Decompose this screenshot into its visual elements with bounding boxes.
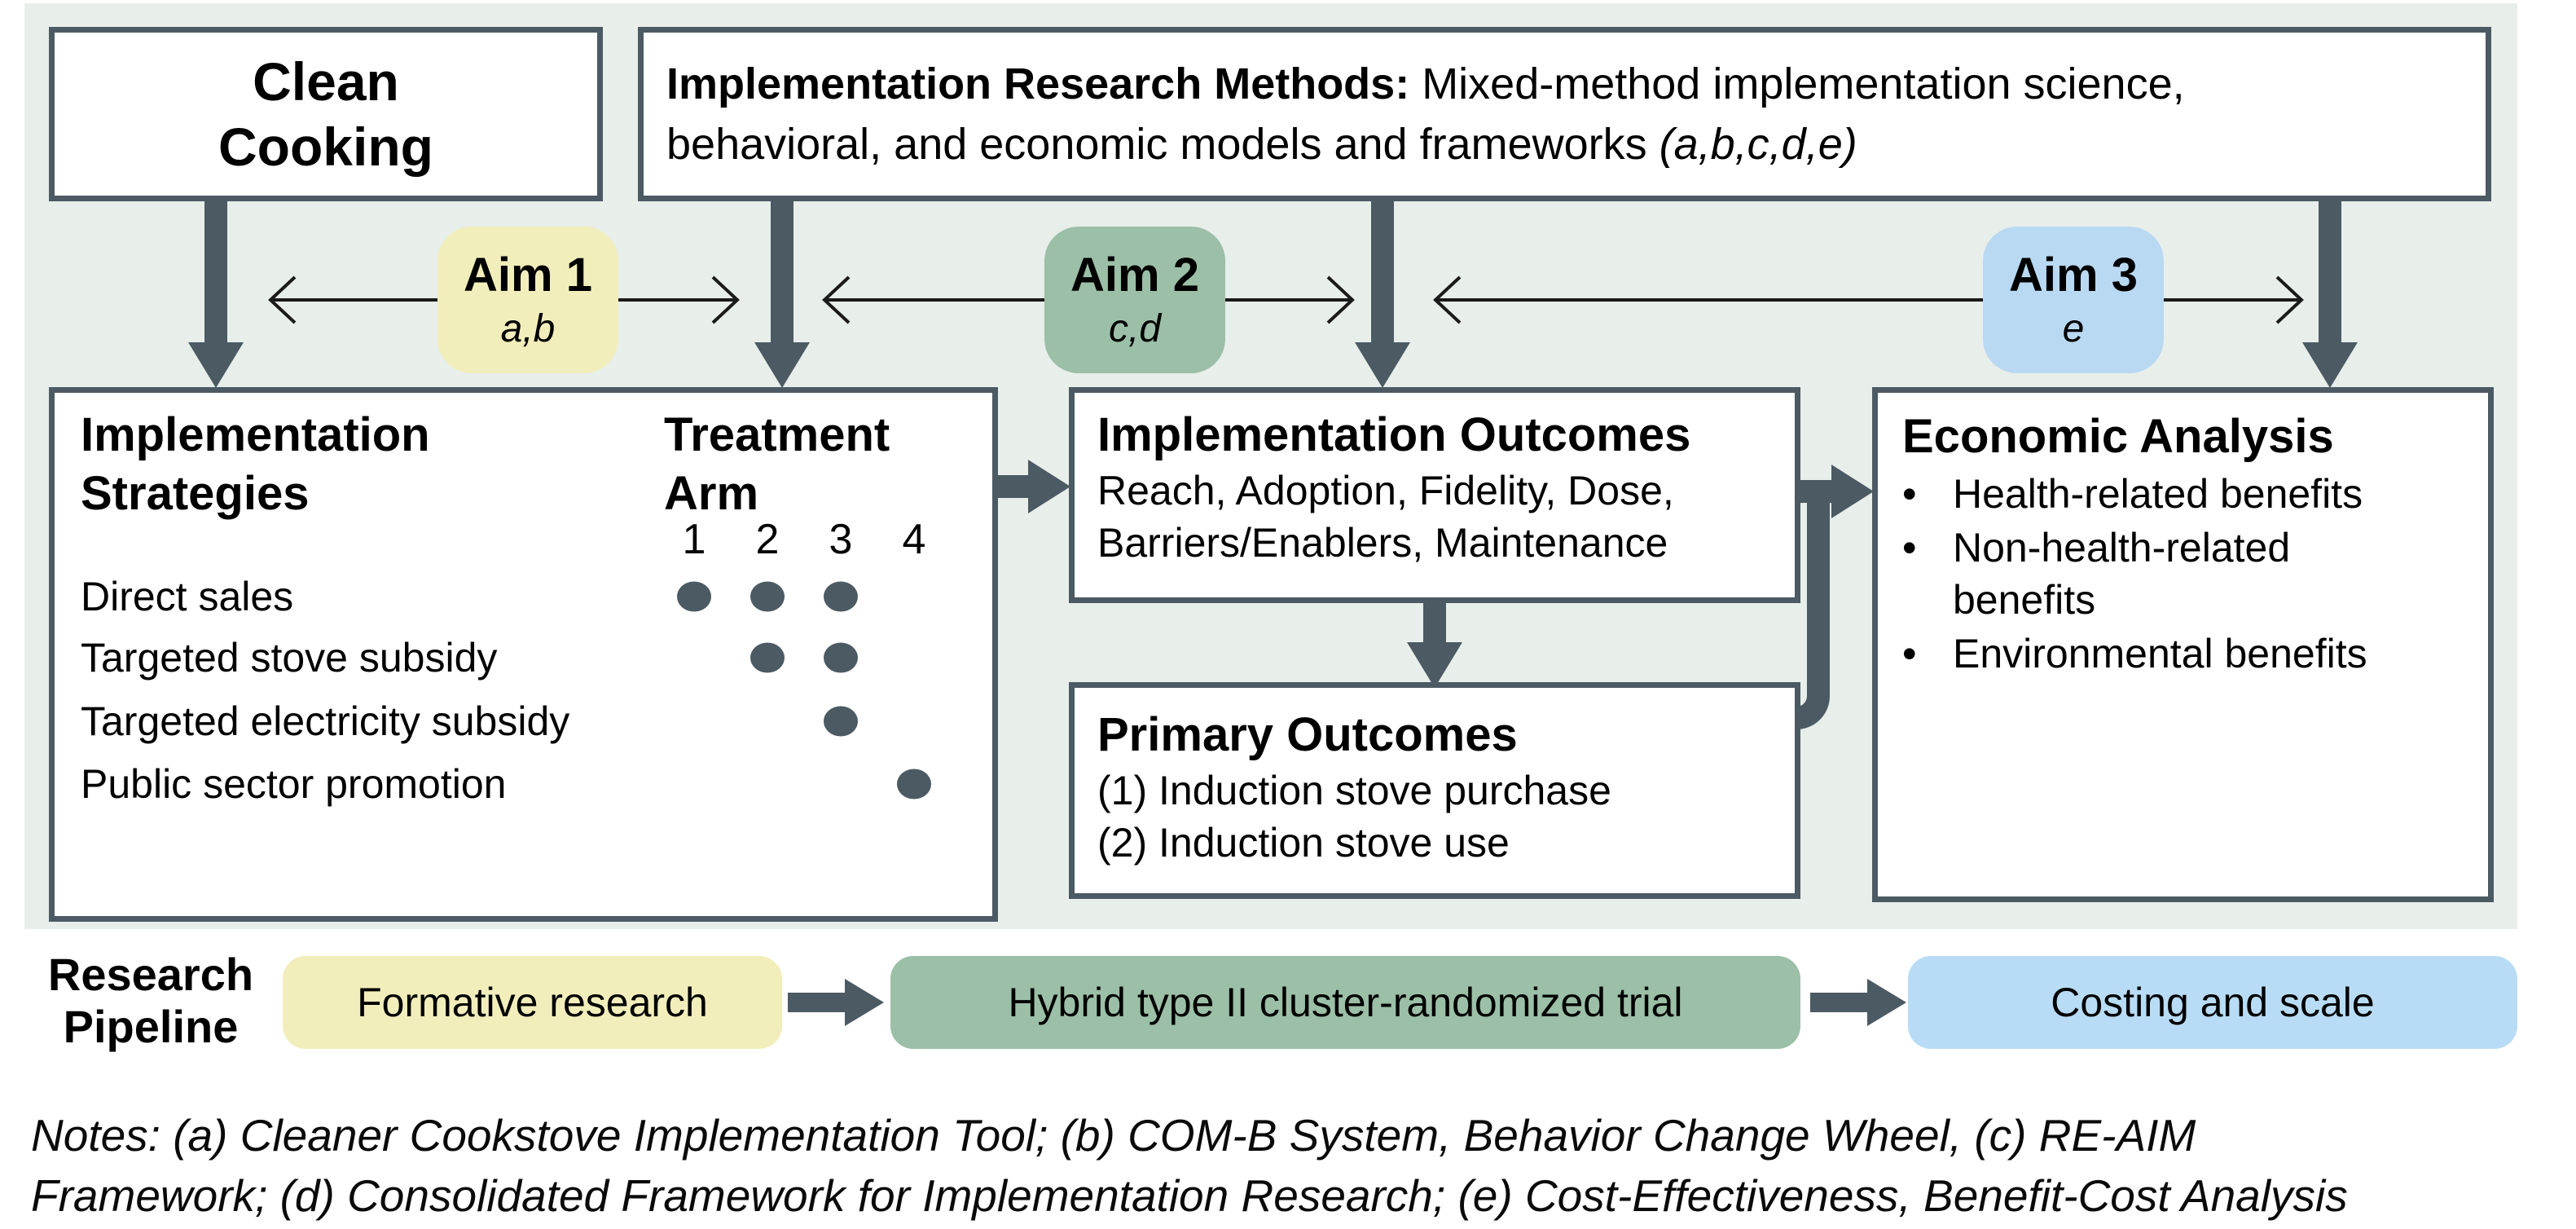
pipeline-stage-label: Hybrid type II cluster-randomized trial	[1008, 980, 1683, 1025]
research-pipeline-label-line2: Pipeline	[63, 1001, 239, 1052]
research-pipeline-label-line1: Research	[47, 949, 254, 1000]
arrow-methods-to-treatmentarm-head	[754, 342, 810, 388]
strategy-row: Direct sales	[55, 564, 992, 629]
aim1-frameworks: a,b	[500, 307, 556, 350]
arrow-methods-to-economic-head	[2302, 342, 2358, 388]
arm-header-4: 4	[902, 516, 926, 563]
treatment-arm-dot	[824, 706, 858, 737]
treatment-arm-dot	[824, 581, 858, 612]
aim1-left-arrowhead-icon	[268, 275, 297, 324]
strategy-label: Public sector promotion	[81, 761, 507, 807]
strategy-row: Targeted stove subsidy	[55, 625, 992, 690]
treatment-arm-dot	[897, 769, 931, 800]
methods-line2-frameworks: (a,b,c,d,e)	[1659, 120, 1857, 169]
aim1-label: Aim 1	[464, 249, 592, 302]
implementation-outcomes-title: Implementation Outcomes	[1097, 408, 1691, 461]
treatment-arm-dot	[824, 642, 858, 673]
strategy-label: Direct sales	[81, 574, 294, 619]
pipeline-stage-label: Costing and scale	[2051, 980, 2375, 1025]
economic-bullet-item: Environmental benefits	[1902, 628, 2488, 680]
notes-line2: Framework; (d) Consolidated Framework fo…	[31, 1170, 2348, 1221]
clean-cooking-title-line1: Clean	[253, 51, 399, 112]
arrow-methods-to-treatmentarm-shaft	[771, 201, 793, 344]
arrow-cleancooking-to-strategies-shaft	[204, 201, 227, 344]
strategies-title-line1: Implementation	[81, 408, 430, 461]
economic-bullet-text: Non-health-related benefits	[1953, 525, 2291, 623]
aim3-frameworks: e	[2062, 307, 2085, 350]
pipeline-arrow1-head	[845, 979, 884, 1026]
pipeline-arrow1-shaft	[788, 993, 848, 1012]
implementation-outcomes-box: Implementation Outcomes Reach, Adoption,…	[1069, 387, 1800, 603]
arrow-methods-to-outcomes-shaft	[1371, 201, 1394, 344]
economic-bullet-item: Non-health-related benefits	[1902, 522, 2488, 626]
aim2-right-arrowhead-icon	[1326, 275, 1355, 324]
pipeline-stage-hybrid-trial: Hybrid type II cluster-randomized trial	[890, 956, 1800, 1049]
treatment-arm-dot	[750, 642, 785, 673]
pipeline-stage-label: Formative research	[357, 980, 708, 1025]
pipeline-arrow2-head	[1867, 979, 1906, 1026]
primary-to-economic-elbow-connector	[1796, 491, 1830, 729]
primary-outcomes-title: Primary Outcomes	[1097, 708, 1518, 761]
research-pipeline-label: Research Pipeline	[24, 949, 277, 1053]
implementation-outcomes-line2: Barriers/Enablers, Maintenance	[1097, 520, 1668, 566]
treatment-arm-dot	[677, 581, 711, 612]
implementation-strategies-box: Implementation Strategies Treatment Arm …	[49, 387, 998, 922]
economic-bullet-item: Health-related benefits	[1902, 468, 2488, 520]
aim1-badge: Aim 1 a,b	[437, 227, 618, 373]
primary-outcomes-line2: (2) Induction stove use	[1097, 820, 1510, 866]
figure-notes: Notes: (a) Cleaner Cookstove Implementat…	[31, 1105, 2565, 1226]
aim2-frameworks: c,d	[1108, 307, 1162, 350]
clean-cooking-box: Clean Cooking	[49, 27, 603, 201]
aim1-right-arrowhead-icon	[711, 275, 740, 324]
economic-analysis-box: Economic Analysis Health-related benefit…	[1872, 387, 2494, 902]
methods-text-line2: behavioral, and economic models and fram…	[666, 114, 2463, 174]
pipeline-stage-formative-research: Formative research	[283, 956, 782, 1049]
methods-title: Implementation Research Methods:	[666, 59, 1410, 108]
aim2-left-arrowhead-icon	[822, 275, 851, 324]
aim2-badge: Aim 2 c,d	[1044, 227, 1225, 373]
methods-line1-rest: Mixed-method implementation science,	[1409, 59, 2185, 108]
arrow-outcomes-to-primary-head	[1407, 642, 1462, 688]
arm-header-3: 3	[829, 516, 853, 563]
implementation-outcomes-line1: Reach, Adoption, Fidelity, Dose,	[1097, 468, 1674, 513]
arrow-methods-to-outcomes-head	[1355, 342, 1410, 388]
strategies-title: Implementation Strategies	[81, 406, 430, 523]
economic-bullet-text: Environmental benefits	[1953, 631, 2367, 676]
arrow-outcomes-to-economic-head	[1831, 465, 1874, 518]
aim3-right-arrowhead-icon	[2275, 275, 2304, 324]
arrow-methods-to-economic-shaft	[2319, 201, 2341, 344]
strategy-label: Targeted stove subsidy	[81, 635, 498, 681]
strategy-label: Targeted electricity subsidy	[81, 698, 570, 744]
primary-outcomes-box: Primary Outcomes (1) Induction stove pur…	[1069, 682, 1800, 899]
aim3-badge: Aim 3 e	[1983, 227, 2164, 373]
strategies-title-line2: Strategies	[81, 467, 310, 520]
treatment-arm-dot	[750, 581, 785, 612]
treatment-arm-title: Treatment Arm	[664, 406, 890, 523]
arrow-cleancooking-to-strategies-head	[188, 342, 244, 388]
strategy-row: Targeted electricity subsidy	[55, 689, 992, 754]
economic-analysis-title: Economic Analysis	[1902, 410, 2334, 463]
pipeline-stage-costing-and-scale: Costing and scale	[1908, 956, 2517, 1049]
strategy-row: Public sector promotion	[55, 751, 992, 817]
aim2-label: Aim 2	[1070, 249, 1199, 302]
arrow-strategies-to-outcomes-head	[1028, 460, 1070, 513]
implementation-research-methods-box: Implementation Research Methods: Mixed-m…	[638, 27, 2491, 201]
arm-header-2: 2	[755, 516, 780, 563]
primary-outcomes-line1: (1) Induction stove purchase	[1097, 768, 1611, 813]
methods-text-line1: Implementation Research Methods: Mixed-m…	[666, 54, 2463, 114]
aim3-left-arrowhead-icon	[1433, 275, 1462, 324]
arrow-strategies-to-outcomes-shaft	[996, 475, 1033, 498]
arrow-outcomes-to-primary-shaft	[1423, 603, 1446, 645]
clean-cooking-title-line2: Cooking	[218, 117, 433, 177]
notes-line1: Notes: (a) Cleaner Cookstove Implementat…	[31, 1110, 2196, 1161]
economic-bullet-text: Health-related benefits	[1953, 471, 2363, 517]
methods-line2-text: behavioral, and economic models and fram…	[666, 120, 1659, 169]
arm-header-1: 1	[682, 516, 706, 563]
treatment-arm-title-line1: Treatment	[664, 408, 890, 461]
pipeline-arrow2-shaft	[1810, 993, 1870, 1012]
treatment-arm-title-line2: Arm	[664, 467, 759, 520]
aim3-label: Aim 3	[2009, 249, 2138, 302]
